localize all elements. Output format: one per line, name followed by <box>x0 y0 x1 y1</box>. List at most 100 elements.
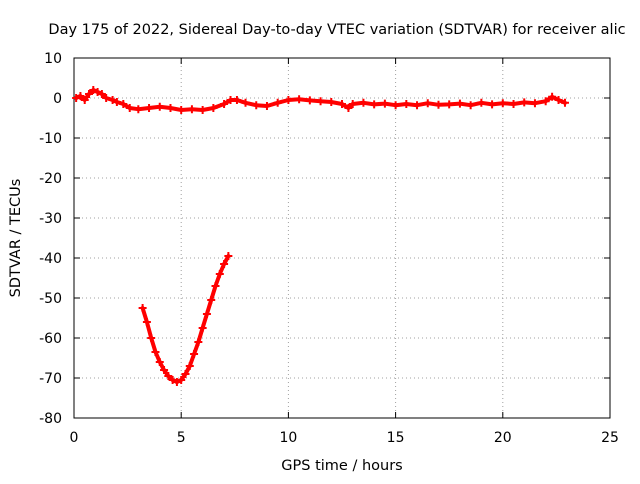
data-point <box>172 378 181 386</box>
data-point <box>190 350 199 358</box>
data-point <box>284 96 293 104</box>
data-point <box>142 318 151 326</box>
data-point <box>160 366 169 374</box>
data-point <box>305 96 314 105</box>
data-point <box>76 92 85 100</box>
data-point <box>560 98 569 107</box>
data-point <box>402 100 411 108</box>
data-point <box>181 370 190 378</box>
y-tick-label: -20 <box>39 171 62 187</box>
data-point <box>155 102 164 111</box>
y-tick-label: -30 <box>39 211 62 227</box>
chart-title: Day 175 of 2022, Sidereal Day-to-day VTE… <box>48 22 625 38</box>
x-tick-label: 25 <box>601 430 619 446</box>
data-point <box>198 106 207 114</box>
x-tick-label: 20 <box>494 430 512 446</box>
data-point <box>220 100 229 108</box>
data-point <box>185 362 194 370</box>
data-point <box>119 100 128 108</box>
x-axis-label: GPS time / hours <box>281 458 402 474</box>
y-tick-label: 10 <box>44 51 62 67</box>
data-point <box>177 106 186 114</box>
y-tick-label: -60 <box>39 331 62 347</box>
data-point <box>520 98 529 107</box>
data-point <box>215 270 224 278</box>
data-point <box>220 260 229 268</box>
data-point <box>338 100 346 108</box>
y-tick-label: -70 <box>39 371 62 387</box>
data-point <box>232 96 241 104</box>
data-point <box>164 372 173 380</box>
data-point <box>166 104 175 112</box>
series-trace <box>140 254 231 384</box>
x-tick-label: 15 <box>387 430 405 446</box>
y-tick-label: -80 <box>39 411 62 427</box>
data-point <box>125 104 134 112</box>
data-point <box>224 252 233 260</box>
data-point <box>348 100 357 108</box>
data-point <box>359 98 368 107</box>
grid-lines <box>74 58 610 418</box>
data-point <box>434 100 443 109</box>
data-point <box>413 101 422 110</box>
data-point <box>423 99 432 108</box>
data-point <box>177 376 186 384</box>
x-tick-label: 10 <box>279 430 297 446</box>
data-point <box>198 324 207 332</box>
y-tick-label: -40 <box>39 251 62 267</box>
data-point <box>370 100 379 109</box>
data-point <box>108 96 117 104</box>
data-point <box>466 101 475 110</box>
data-point <box>89 86 98 94</box>
data-point <box>498 99 507 108</box>
data-point <box>202 310 211 318</box>
data-point <box>262 102 271 110</box>
series-2 <box>138 252 233 386</box>
data-point <box>488 100 497 109</box>
data-point <box>455 99 464 108</box>
data-point <box>252 101 261 110</box>
x-tick-label: 0 <box>70 430 79 446</box>
data-point <box>207 296 216 304</box>
axis-ticks: 0 5 10 15 20 25 10 0 -10 -20 -30 -40 -50 -60 -70 -80 <box>39 51 619 446</box>
data-point <box>211 282 220 290</box>
data-point <box>273 98 282 107</box>
y-axis-label: SDTVAR / TECUs <box>8 179 24 298</box>
data-point <box>380 99 389 108</box>
data-point <box>155 358 164 366</box>
data-point <box>85 90 94 98</box>
data-point <box>509 100 518 108</box>
data-point <box>295 95 304 104</box>
plot-frame <box>73 57 611 419</box>
data-point <box>209 104 218 112</box>
data-point <box>194 338 203 346</box>
data-point <box>93 88 102 96</box>
data-point <box>147 334 156 342</box>
data-point <box>151 348 160 356</box>
series-1 <box>72 86 569 114</box>
x-tick-label: 5 <box>177 430 186 446</box>
data-point <box>187 105 196 114</box>
data-point <box>72 94 81 102</box>
y-tick-label: -50 <box>39 291 62 307</box>
data-point <box>445 100 454 109</box>
data-point <box>241 98 250 107</box>
data-point <box>344 104 353 112</box>
data-point <box>554 96 563 104</box>
data-point <box>530 99 539 108</box>
data-point <box>97 90 106 98</box>
data-point <box>477 98 486 107</box>
data-point <box>102 94 111 102</box>
data-point <box>168 376 177 384</box>
data-point <box>138 304 147 312</box>
data-point <box>112 98 121 106</box>
data-point <box>327 98 336 106</box>
data-layer <box>72 86 569 386</box>
y-tick-label: 0 <box>53 91 62 107</box>
data-point <box>316 97 325 106</box>
data-point <box>134 105 143 114</box>
data-point <box>548 92 557 101</box>
data-point <box>541 97 550 106</box>
